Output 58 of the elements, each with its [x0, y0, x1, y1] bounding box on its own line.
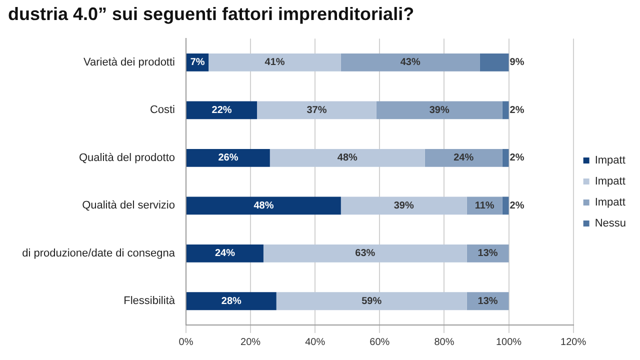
bar [376, 101, 502, 120]
data-label: 7% [190, 57, 205, 68]
data-label: 13% [478, 248, 498, 260]
chart-title: dustria 4.0” sui seguenti fattori imprenditoriali? [7, 3, 416, 26]
bar [257, 101, 376, 120]
data-label: 41% [264, 57, 285, 68]
x-tick-label: 120% [560, 336, 586, 348]
data-label: 22% [212, 104, 232, 116]
y-tick-label: Qualità del prodotto [78, 152, 175, 164]
bar [424, 148, 502, 167]
data-label: 24% [214, 248, 236, 260]
legend-label: Impatt [594, 154, 626, 167]
legend-label: Nessu [594, 218, 626, 230]
y-tick-label: di produzione/date di consegna [22, 247, 176, 260]
data-label: 2% [510, 152, 524, 164]
x-tick-label: 20% [240, 336, 261, 348]
x-tick-label: 80% [434, 336, 454, 348]
y-tick-label: Flessibilità [124, 295, 176, 308]
data-label: 39% [394, 200, 414, 212]
x-tick-label: 0% [178, 336, 194, 348]
data-label: 48% [254, 200, 274, 212]
y-tick-label: Qualità del servizio [82, 200, 175, 212]
legend-label: Impatt [594, 176, 626, 188]
bar [208, 54, 341, 72]
bar [186, 292, 276, 310]
bar [186, 196, 341, 215]
bar [340, 196, 467, 215]
y-tick-label: Costi [150, 104, 175, 116]
data-label: 9% [510, 57, 524, 68]
bar [186, 244, 264, 262]
data-label: 11% [474, 200, 494, 212]
data-label: 2% [510, 104, 524, 116]
x-tick-label: 40% [305, 336, 326, 348]
legend-label: Impatt [594, 196, 626, 209]
data-label: 43% [400, 57, 420, 68]
data-label: 48% [337, 152, 358, 164]
bar [186, 101, 258, 120]
bar [502, 101, 509, 120]
bar [480, 54, 509, 72]
bar [340, 54, 480, 72]
data-label: 37% [306, 104, 327, 116]
x-tick-label: 100% [496, 336, 522, 348]
y-tick-label: Varietà dei prodotti [83, 56, 175, 68]
data-label: 39% [429, 104, 450, 116]
bar [263, 244, 467, 262]
bar [270, 148, 425, 167]
data-label: 2% [510, 200, 524, 212]
data-label: 59% [362, 296, 382, 307]
data-label: 26% [218, 152, 238, 164]
data-label: 63% [355, 248, 376, 260]
bar [276, 292, 467, 310]
x-tick-label: 60% [370, 336, 390, 348]
data-label: 28% [221, 296, 242, 307]
bar [186, 148, 270, 167]
data-label: 24% [454, 152, 474, 164]
bar [502, 196, 509, 215]
data-label: 13% [478, 296, 498, 307]
bar [502, 148, 509, 167]
